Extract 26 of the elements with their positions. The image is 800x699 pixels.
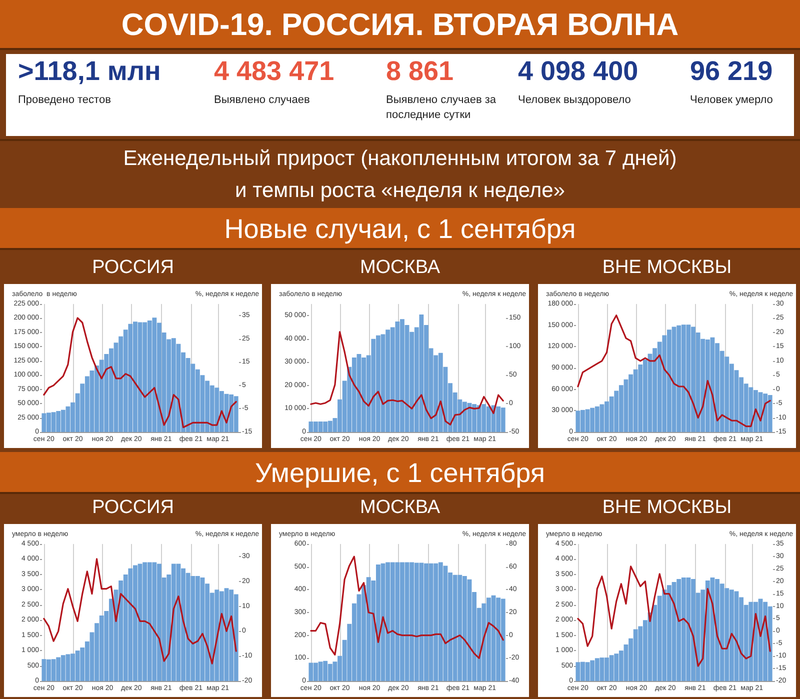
line-series [310, 331, 504, 426]
chart-title: РОССИЯ [0, 254, 266, 282]
text: 96 219 [690, 56, 774, 87]
line-series [43, 558, 237, 664]
chart-title: РОССИЯ [0, 494, 266, 522]
text: Новые случаи, с 1 сентября [0, 208, 800, 250]
text: Выявлено случаев [214, 93, 311, 108]
chart-title: ВНЕ МОСКВЫ [534, 494, 800, 522]
line-series [310, 556, 504, 659]
text: 8 861 [386, 56, 455, 87]
text: >118,1 млн [18, 56, 161, 87]
text: COVID-19. РОССИЯ. ВТОРАЯ ВОЛНА [0, 0, 800, 50]
line-series [577, 566, 771, 667]
chart-title: МОСКВА [267, 494, 533, 522]
line-series [577, 314, 771, 428]
text: Еженедельный прирост (накопленным итогом за 7 дней) и темпы роста «неделя к неделе» [0, 139, 800, 209]
chart-title: МОСКВА [267, 254, 533, 282]
text: 4 483 471 [214, 56, 334, 87]
line-series [43, 317, 237, 428]
text: Человек умерло [690, 93, 774, 108]
text: Выявлено случаев за последние сутки [386, 93, 498, 123]
chart-title: ВНЕ МОСКВЫ [534, 254, 800, 282]
text: Умершие, с 1 сентября [0, 452, 800, 494]
text: Проведено тестов [18, 93, 112, 108]
text: 4 098 400 [518, 56, 638, 87]
text: Человек выздоровело [518, 93, 632, 108]
